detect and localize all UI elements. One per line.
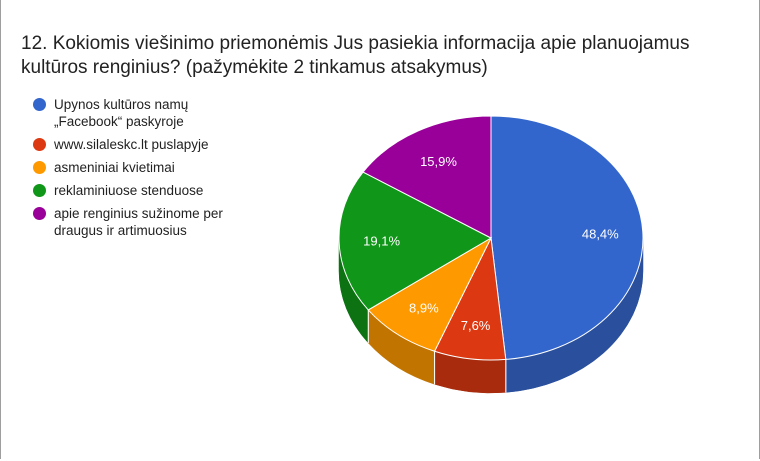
legend-label-stands: reklaminiuose stenduose	[54, 183, 204, 198]
legend-swatch-invitations	[33, 161, 46, 174]
pie-slice-stands[interactable]	[338, 171, 493, 311]
legend-swatch-friends	[33, 207, 46, 220]
pie-slice-friends[interactable]	[362, 115, 492, 239]
legend-label-friends: apie renginius sužinome per draugus ir a…	[54, 206, 223, 238]
legend-item-invitations[interactable]: asmeniniai kvietimai	[33, 159, 293, 176]
legend-label-invitations: asmeniniai kvietimai	[54, 160, 175, 175]
legend-label-website: www.silaleskc.lt puslapyje	[54, 137, 209, 152]
legend-swatch-stands	[33, 184, 46, 197]
pie-slice-invitations[interactable]	[367, 236, 493, 352]
legend-swatch-facebook	[33, 98, 46, 111]
pie-label-website: 7,6%	[461, 318, 491, 333]
pie-label-stands: 19,1%	[363, 234, 400, 249]
legend-item-facebook[interactable]: Upynos kultūros namų „Facebook“ paskyroj…	[33, 96, 293, 130]
chart-legend: Upynos kultūros namų „Facebook“ paskyroj…	[33, 96, 293, 245]
pie-label-friends: 15,9%	[420, 154, 457, 169]
legend-item-stands[interactable]: reklaminiuose stenduose	[33, 182, 293, 199]
pie-labels: 48,4% 7,6% 8,9% 19,1% 15,9%	[363, 154, 619, 333]
pie-slice-facebook[interactable]	[490, 115, 644, 360]
pie-slices	[338, 115, 644, 361]
chart-title: 12. Kokiomis viešinimo priemonėmis Jus p…	[21, 33, 690, 78]
pie-label-facebook: 48,4%	[582, 227, 619, 242]
pie-chart: 48,4% 7,6% 8,9% 19,1% 15,9%	[338, 115, 644, 394]
legend-swatch-website	[33, 138, 46, 151]
legend-item-friends[interactable]: apie renginius sužinome per draugus ir a…	[33, 205, 293, 239]
legend-item-website[interactable]: www.silaleskc.lt puslapyje	[33, 136, 293, 153]
pie-label-invitations: 8,9%	[409, 300, 439, 315]
legend-label-facebook: Upynos kultūros namų „Facebook“ paskyroj…	[54, 97, 189, 129]
